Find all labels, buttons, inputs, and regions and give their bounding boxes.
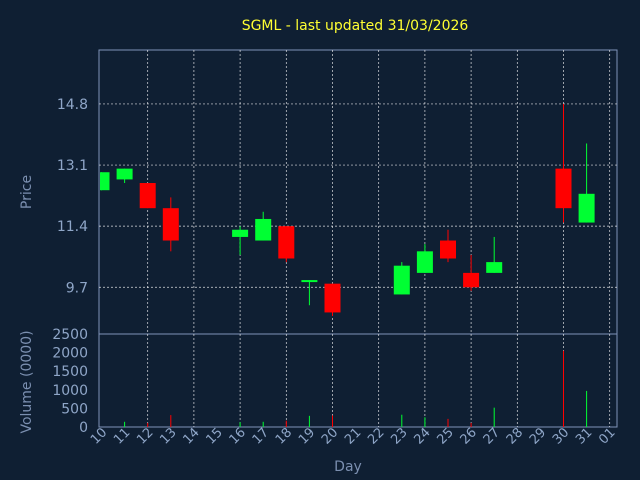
day-tick-label: 12 [134, 425, 156, 447]
candle-body [324, 283, 341, 313]
candle-body [463, 272, 480, 288]
candle-body [555, 168, 572, 209]
day-tick-label: 10 [88, 425, 110, 447]
price-panel-frame [98, 49, 618, 335]
volume-tick-label: 2000 [52, 346, 88, 362]
candle-body [486, 262, 503, 273]
day-tick-label: 18 [273, 425, 295, 447]
day-tick-label: 31 [573, 425, 595, 447]
day-tick-label: 24 [411, 425, 433, 447]
price-tick-label: 13.1 [57, 158, 88, 174]
price-axis-label: Price [19, 175, 35, 209]
volume-axis-label: Volume (0000) [19, 330, 35, 433]
candle-body [232, 229, 249, 237]
candle-body [301, 280, 318, 283]
volume-tick-label: 1500 [52, 364, 88, 380]
volume-tick-label: 1000 [52, 383, 88, 399]
volume-bars [124, 350, 588, 427]
day-tick-label: 26 [458, 425, 480, 447]
candle-body [416, 251, 433, 273]
candle-body [393, 265, 410, 295]
price-tick-label: 9.7 [66, 280, 88, 296]
candle-body [255, 218, 272, 241]
volume-tick-label: 500 [61, 401, 88, 417]
day-tick-label: 15 [204, 425, 226, 447]
day-tick-label: 13 [157, 425, 179, 447]
day-tick-label: 14 [180, 425, 202, 447]
candle-body [578, 193, 595, 223]
day-tick-label: 17 [250, 425, 272, 447]
day-tick-label: 25 [435, 425, 457, 447]
volume-tick-label: 2500 [52, 327, 88, 343]
day-tick-label: 21 [342, 425, 364, 447]
day-tick-label: 20 [319, 425, 341, 447]
day-tick-label: 29 [527, 425, 549, 447]
day-tick-label: 28 [504, 425, 526, 447]
day-tick-label: 30 [550, 425, 572, 447]
volume-tick-label: 0 [79, 420, 88, 436]
day-tick-label: 27 [481, 425, 503, 447]
day-axis-label: Day [334, 459, 362, 475]
price-tick-label: 11.4 [57, 219, 88, 235]
candle-body [440, 240, 456, 259]
candle-body [162, 208, 179, 241]
candle-body [278, 226, 295, 259]
candles [100, 103, 595, 317]
chart-title: SGML - last updated 31/03/2026 [242, 18, 469, 34]
day-tick-label: 01 [596, 425, 618, 447]
price-tick-label: 14.8 [57, 97, 88, 113]
day-tick-label: 23 [388, 425, 410, 447]
day-tick-label: 11 [111, 425, 133, 447]
volume-panel-frame [98, 333, 618, 428]
day-tick-label: 16 [227, 425, 249, 447]
day-tick-label: 19 [296, 425, 318, 447]
candle-body [100, 172, 110, 191]
candle-body [116, 168, 133, 180]
candle-body [139, 183, 156, 209]
day-tick-label: 22 [365, 425, 387, 447]
